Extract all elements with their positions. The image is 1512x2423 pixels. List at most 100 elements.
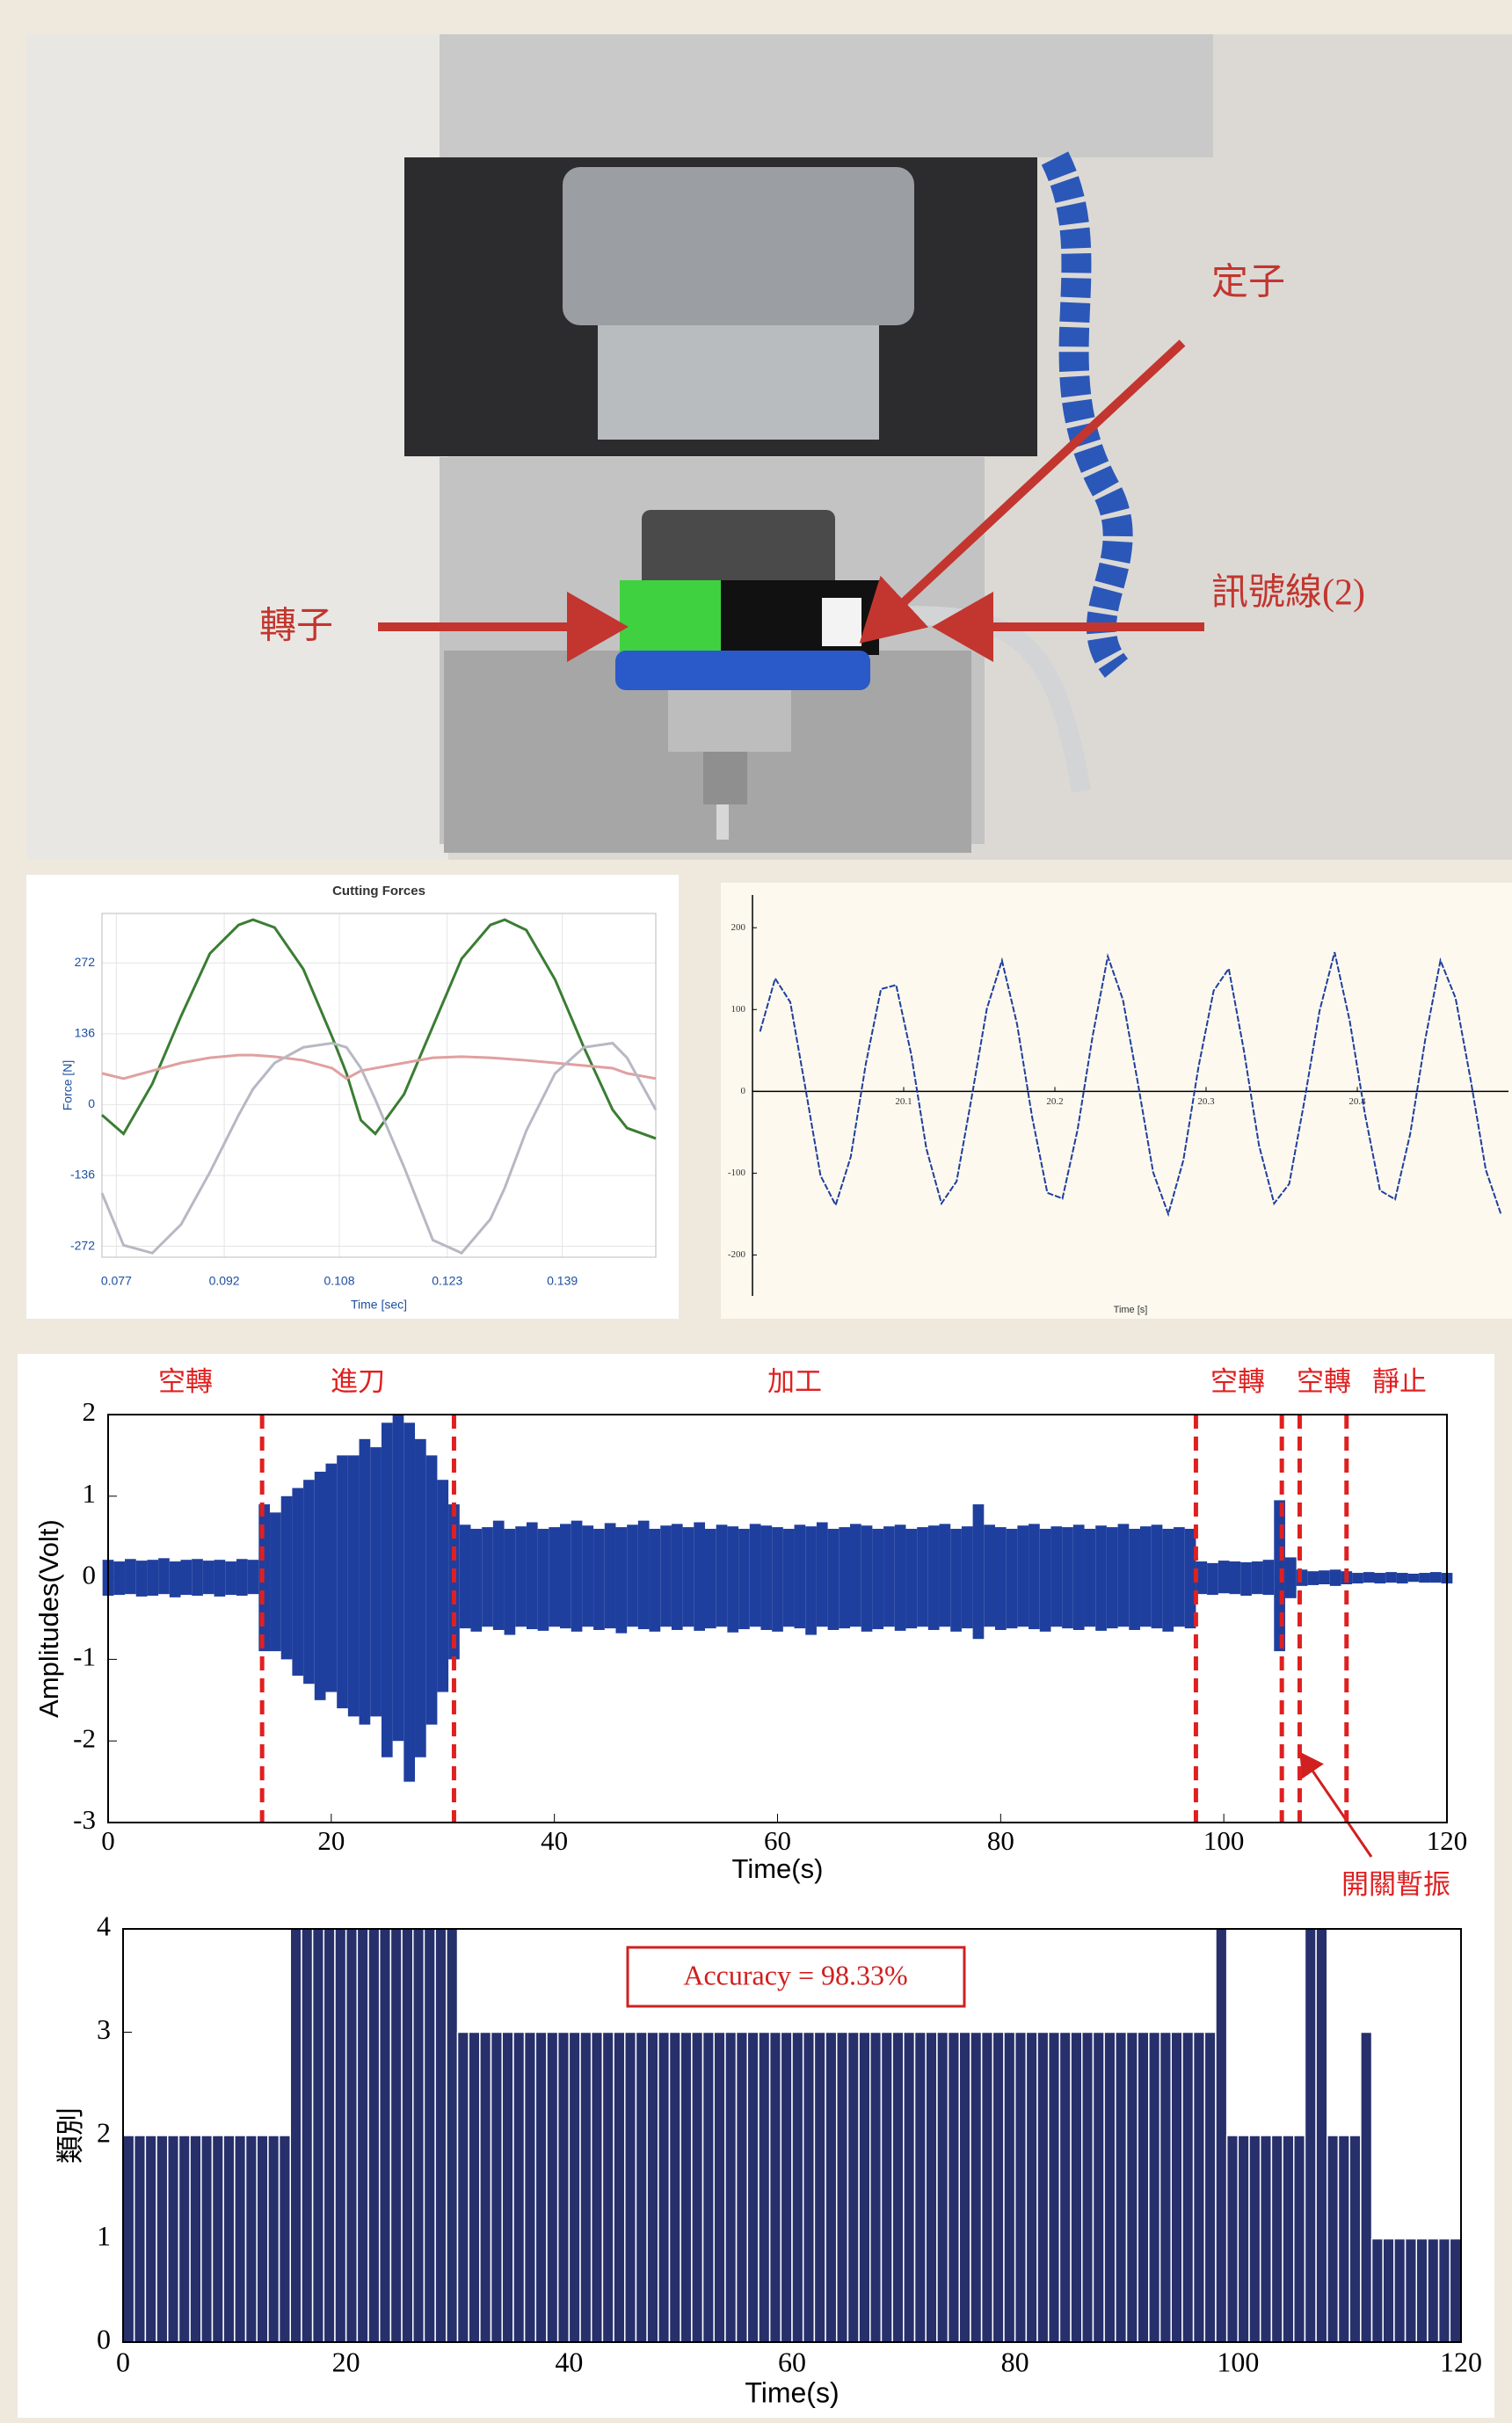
bar bbox=[635, 2031, 648, 2343]
bar bbox=[746, 2031, 760, 2343]
bar bbox=[1181, 2031, 1195, 2343]
bar bbox=[278, 2135, 292, 2343]
bar bbox=[1225, 2135, 1239, 2343]
bar bbox=[1092, 2031, 1105, 2343]
signal-range bbox=[1151, 1524, 1163, 1629]
plot-frame bbox=[107, 1414, 1448, 1823]
photo-label: 轉子 bbox=[259, 607, 333, 647]
bar bbox=[668, 2031, 681, 2343]
signal-range bbox=[314, 1471, 326, 1700]
signal-range bbox=[782, 1528, 795, 1627]
x-tick-label: 40 bbox=[541, 1825, 568, 1856]
signal-range bbox=[950, 1528, 962, 1632]
bar bbox=[1025, 2031, 1038, 2343]
phase-label: 加工 bbox=[767, 1366, 822, 1397]
y-tick-label: 1 bbox=[97, 2220, 111, 2252]
bar bbox=[1203, 2031, 1217, 2343]
signal-range bbox=[637, 1520, 650, 1630]
bar bbox=[1137, 2031, 1150, 2343]
bar bbox=[311, 1928, 325, 2343]
signal-range bbox=[560, 1524, 571, 1629]
signal-range bbox=[292, 1488, 304, 1676]
x-tick-label: 60 bbox=[778, 2346, 806, 2377]
y-tick-label: 200 bbox=[731, 922, 746, 933]
x-tick-label: 120 bbox=[1440, 2346, 1482, 2377]
bar bbox=[1125, 2031, 1138, 2343]
signal-range bbox=[1072, 1524, 1085, 1630]
y-tick-label: 2 bbox=[97, 2116, 111, 2148]
signal-range bbox=[939, 1524, 951, 1627]
signal-range bbox=[883, 1526, 895, 1627]
chart-title: Cutting Forces bbox=[332, 884, 425, 899]
signal-range bbox=[437, 1480, 449, 1692]
signal-range bbox=[972, 1504, 985, 1640]
signal-range bbox=[749, 1524, 761, 1627]
x-tick-label: 60 bbox=[764, 1825, 791, 1856]
x-axis-label: Time [s] bbox=[1114, 1305, 1148, 1315]
bar bbox=[579, 2031, 592, 2343]
x-tick-label: 20 bbox=[317, 1825, 345, 1856]
bar bbox=[1058, 2031, 1072, 2343]
bar bbox=[244, 2135, 258, 2343]
bar bbox=[646, 2031, 659, 2343]
signal-range bbox=[470, 1528, 483, 1632]
signal-range bbox=[381, 1423, 393, 1757]
annotation-box bbox=[626, 1946, 966, 2008]
signal-range bbox=[1095, 1525, 1107, 1631]
signal-range bbox=[961, 1526, 973, 1629]
bar bbox=[468, 2031, 481, 2343]
bar bbox=[880, 2031, 893, 2343]
x-tick-label: 120 bbox=[1427, 1825, 1468, 1856]
signal-range bbox=[1184, 1528, 1196, 1629]
bar bbox=[1070, 2031, 1083, 2343]
bar bbox=[523, 2031, 537, 2343]
series-line bbox=[759, 951, 1502, 1218]
photo-label: 訊號線(2) bbox=[1211, 573, 1365, 614]
bar bbox=[367, 1928, 381, 2343]
y-axis-label: Force [N] bbox=[61, 1060, 75, 1111]
annotation: Accuracy = 98.33% bbox=[683, 1959, 907, 1990]
bar bbox=[1103, 2031, 1116, 2343]
bar bbox=[735, 2031, 749, 2343]
bar bbox=[512, 2031, 526, 2343]
signal-range bbox=[593, 1528, 605, 1630]
signal-range bbox=[370, 1447, 382, 1717]
signal-range bbox=[482, 1527, 493, 1627]
bar bbox=[156, 2135, 169, 2343]
signal-range bbox=[1106, 1527, 1118, 1629]
signal-range bbox=[1319, 1570, 1330, 1585]
y-tick-label: -3 bbox=[73, 1804, 96, 1835]
bar bbox=[847, 2031, 860, 2343]
y-axis-label: 類別 bbox=[54, 2107, 85, 2164]
x-tick-label: 80 bbox=[987, 1825, 1014, 1856]
bar bbox=[1348, 2135, 1362, 2343]
bar bbox=[1449, 2237, 1462, 2343]
bar bbox=[1170, 2031, 1183, 2343]
phase-label: 空轉 bbox=[158, 1366, 213, 1397]
signal-range bbox=[927, 1525, 940, 1630]
bar bbox=[122, 2135, 135, 2343]
phase-label: 靜止 bbox=[1372, 1366, 1427, 1397]
y-tick-label: 100 bbox=[731, 1004, 746, 1015]
y-tick-label: -272 bbox=[70, 1238, 95, 1252]
signal-range bbox=[1029, 1524, 1040, 1630]
bar bbox=[1215, 1928, 1228, 2343]
signal-range bbox=[359, 1438, 371, 1725]
bar bbox=[1415, 2237, 1428, 2343]
y-tick-label: -2 bbox=[73, 1722, 96, 1753]
signal-range bbox=[202, 1561, 214, 1595]
x-tick-label: 0.077 bbox=[101, 1274, 132, 1288]
signal-range bbox=[537, 1528, 549, 1631]
bar bbox=[813, 2031, 826, 2343]
signal-range bbox=[192, 1559, 203, 1597]
bar bbox=[970, 2031, 983, 2343]
bar bbox=[1393, 2237, 1407, 2343]
signal-range bbox=[1262, 1560, 1275, 1596]
y-tick-label: -136 bbox=[70, 1168, 95, 1182]
signal-range bbox=[1006, 1528, 1018, 1629]
bar bbox=[758, 2031, 771, 2343]
bar bbox=[1360, 2031, 1373, 2343]
signal-range bbox=[1385, 1572, 1397, 1583]
y-tick-label: 136 bbox=[75, 1026, 96, 1040]
signal-range bbox=[649, 1528, 661, 1632]
